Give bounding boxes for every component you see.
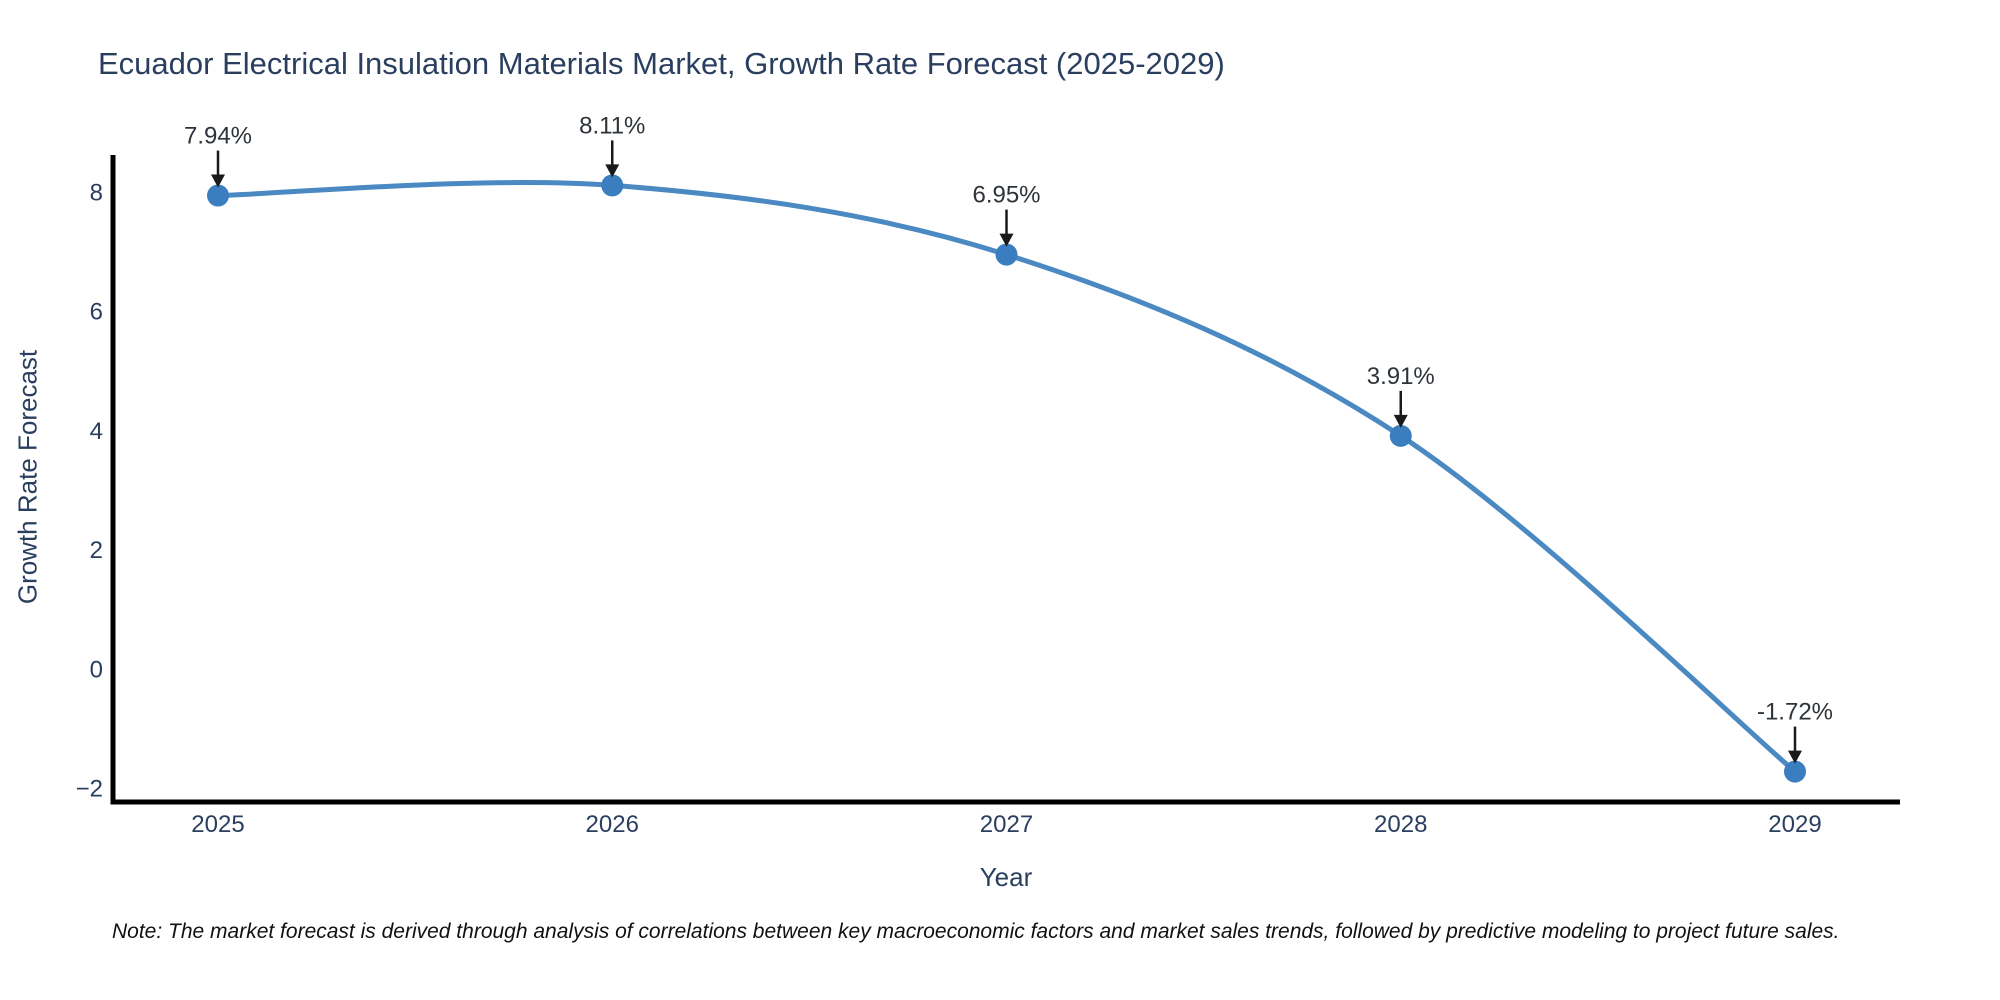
x-tick-label: 2026 bbox=[586, 811, 639, 838]
chart-title: Ecuador Electrical Insulation Materials … bbox=[98, 46, 1225, 81]
annotation-arrowhead bbox=[1788, 750, 1802, 764]
x-axis-title: Year bbox=[979, 862, 1033, 892]
point-annotation: 7.94% bbox=[184, 123, 252, 188]
point-annotation-label: 7.94% bbox=[184, 123, 252, 150]
y-tick-label: 8 bbox=[90, 179, 103, 206]
point-annotation-label: -1.72% bbox=[1757, 699, 1833, 726]
series-line bbox=[215, 180, 1798, 775]
data-point-marker[interactable] bbox=[1389, 424, 1412, 447]
x-tick-label: 2028 bbox=[1374, 811, 1427, 838]
x-tick-label: 2029 bbox=[1768, 811, 1821, 838]
data-point-marker[interactable] bbox=[601, 174, 624, 197]
y-tick-label: 2 bbox=[90, 537, 103, 564]
axis-lines bbox=[110, 155, 1900, 805]
point-annotation: -1.72% bbox=[1757, 699, 1833, 764]
point-annotation-label: 6.95% bbox=[972, 182, 1040, 209]
y-tick-label: −2 bbox=[76, 776, 103, 803]
point-annotation-label: 8.11% bbox=[579, 112, 645, 139]
y-tick-label: 4 bbox=[90, 418, 103, 445]
data-point-marker[interactable] bbox=[995, 243, 1018, 266]
annotation-arrowhead bbox=[211, 174, 225, 188]
annotation-arrowhead bbox=[605, 164, 620, 178]
y-tick-label: 6 bbox=[90, 299, 103, 326]
footnote: Note: The market forecast is derived thr… bbox=[112, 920, 1840, 943]
point-annotation-label: 3.91% bbox=[1367, 363, 1435, 390]
y-tick-label: 0 bbox=[90, 656, 103, 683]
data-point-marker[interactable] bbox=[1784, 760, 1806, 783]
point-annotation: 8.11% bbox=[579, 112, 645, 178]
annotation-arrowhead bbox=[999, 233, 1014, 247]
x-tick-label: 2027 bbox=[980, 811, 1033, 838]
point-annotation: 6.95% bbox=[972, 182, 1041, 247]
x-tick-label: 2025 bbox=[191, 811, 244, 838]
annotation-arrowhead bbox=[1393, 414, 1408, 428]
y-axis-title: Growth Rate Forecast bbox=[12, 349, 43, 605]
data-point-marker[interactable] bbox=[207, 184, 229, 207]
point-annotation: 3.91% bbox=[1367, 363, 1435, 428]
